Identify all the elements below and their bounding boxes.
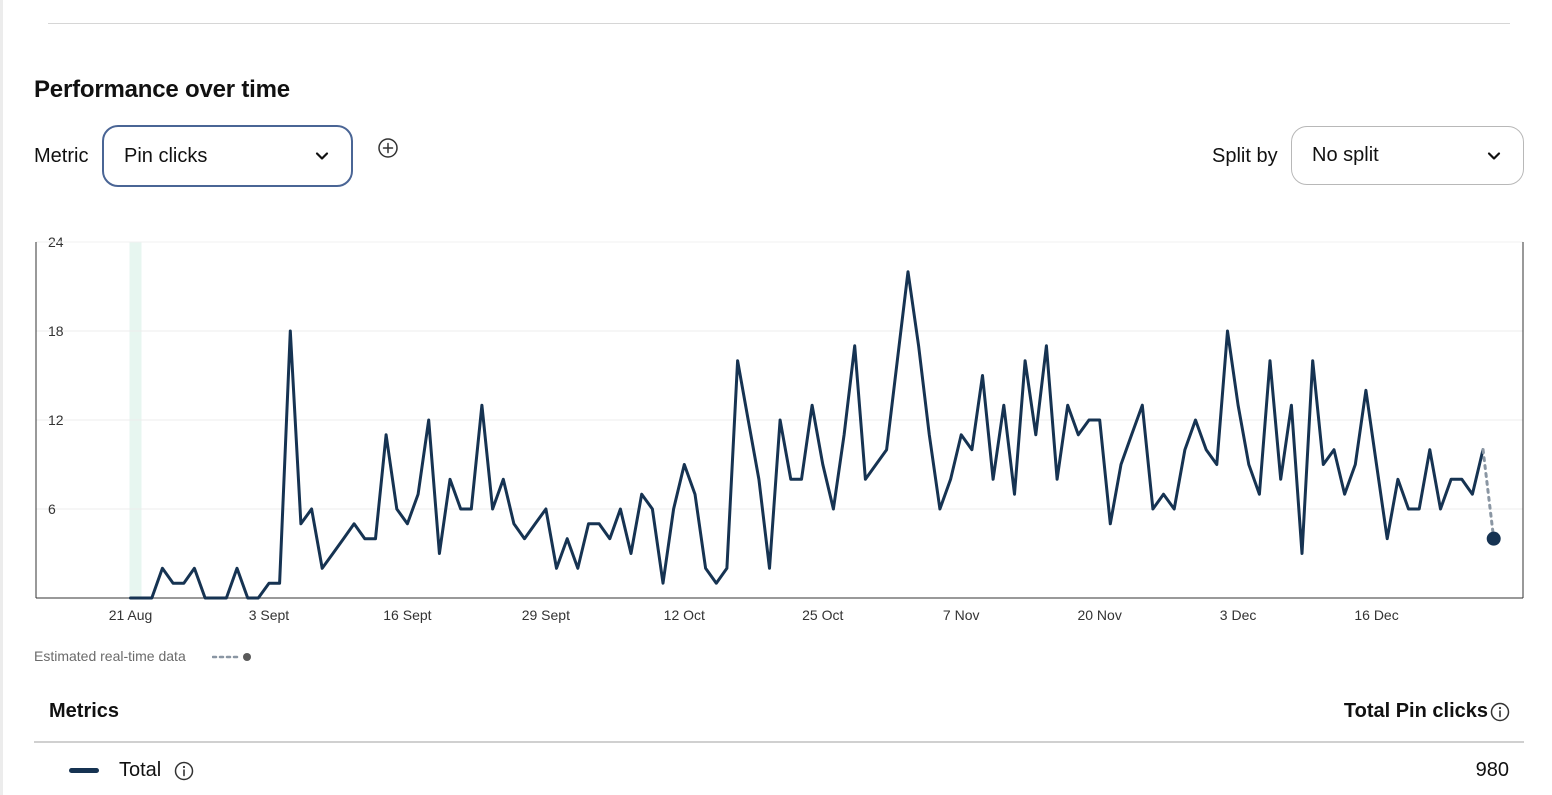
metrics-column-header: Metrics <box>49 700 120 722</box>
info-icon[interactable] <box>174 761 194 781</box>
x-tick-label: 3 Dec <box>1220 607 1257 623</box>
y-tick-label: 6 <box>48 501 56 517</box>
y-tick-label: 18 <box>48 323 64 339</box>
x-tick-label: 12 Oct <box>664 607 705 623</box>
x-tick-label: 29 Sept <box>522 607 570 623</box>
estimated-data-label: Estimated real-time data <box>34 648 186 664</box>
total-row-value: 980 <box>1475 759 1509 781</box>
series-color-swatch <box>69 768 99 773</box>
x-tick-label: 7 Nov <box>943 607 980 623</box>
section-title: Performance over time <box>34 76 290 103</box>
metric-label: Metric <box>34 145 89 167</box>
chevron-down-icon <box>1487 151 1501 160</box>
split-by-dropdown[interactable]: No split <box>1291 126 1524 185</box>
x-tick-label: 3 Sept <box>249 607 290 623</box>
split-by-label: Split by <box>1212 145 1278 167</box>
left-border <box>0 0 3 795</box>
x-tick-label: 20 Nov <box>1077 607 1121 623</box>
add-metric-icon[interactable] <box>377 137 399 159</box>
y-tick-label: 12 <box>48 412 64 428</box>
chevron-down-icon <box>315 152 329 160</box>
x-tick-label: 25 Oct <box>802 607 843 623</box>
table-divider <box>34 741 1524 743</box>
estimated-segment <box>1481 448 1496 541</box>
info-icon[interactable] <box>1490 702 1510 722</box>
top-divider <box>48 23 1510 24</box>
series-line-total <box>129 270 1485 600</box>
total-pin-clicks-header: Total Pin clicks <box>1343 700 1488 722</box>
estimated-data-legend-icon <box>212 653 251 661</box>
split-by-dropdown-value: No split <box>1312 144 1379 166</box>
total-row-label: Total <box>119 759 162 781</box>
x-tick-label: 16 Sept <box>383 607 431 623</box>
x-tick-label: 16 Dec <box>1354 607 1398 623</box>
estimated-point <box>1486 531 1501 546</box>
metric-dropdown[interactable]: Pin clicks <box>102 125 353 187</box>
metric-dropdown-value: Pin clicks <box>124 144 208 167</box>
x-tick-label: 21 Aug <box>109 607 153 623</box>
